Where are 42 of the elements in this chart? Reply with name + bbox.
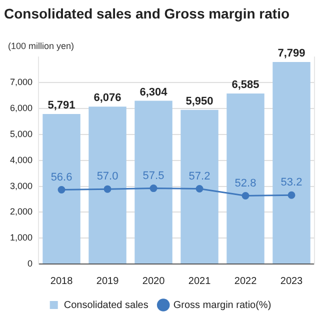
x-tick-label: 2019 xyxy=(96,276,120,287)
data-label: 52.8 xyxy=(234,177,256,190)
data-label: 5,791 xyxy=(48,100,76,112)
bar xyxy=(88,106,126,264)
point xyxy=(196,185,204,193)
bar xyxy=(226,93,264,264)
data-label: 7,799 xyxy=(278,48,306,60)
y-tick-label: 3,000 xyxy=(10,180,33,191)
y-tick-label: 2,000 xyxy=(10,206,33,217)
data-label: 6,585 xyxy=(232,78,260,91)
y-tick-label: 1,000 xyxy=(10,232,33,243)
x-tick-label: 2018 xyxy=(50,276,74,287)
x-tick-label: 2023 xyxy=(280,276,304,287)
point xyxy=(288,191,296,199)
bar xyxy=(180,110,218,264)
y-axis-title: (100 million yen) xyxy=(8,40,74,51)
y-tick-label: 0 xyxy=(28,258,33,268)
y-tick-label: 6,000 xyxy=(10,103,33,114)
point xyxy=(150,184,158,192)
point xyxy=(104,185,112,193)
x-tick-label: 2020 xyxy=(142,276,166,287)
point xyxy=(58,186,66,194)
x-tick-label: 2021 xyxy=(188,276,212,287)
point xyxy=(242,192,250,200)
data-label: 57.2 xyxy=(188,170,210,182)
data-label: 6,304 xyxy=(140,86,168,98)
x-tick-label: 2022 xyxy=(234,276,258,287)
y-tick-label: 4,000 xyxy=(10,154,33,165)
data-label: 5,950 xyxy=(186,95,214,108)
data-label: 6,076 xyxy=(94,92,122,104)
legend-label: Consolidated sales xyxy=(64,300,148,311)
bar xyxy=(272,62,310,264)
data-label: 57.5 xyxy=(142,170,164,182)
bar xyxy=(42,114,80,264)
data-label: 57.0 xyxy=(96,170,118,183)
chart-title: Consolidated sales and Gross margin ratio xyxy=(4,5,290,22)
data-label: 53.2 xyxy=(280,176,302,189)
y-tick-label: 5,000 xyxy=(10,128,33,139)
bar xyxy=(134,100,172,264)
legend-label: Gross margin ratio(%) xyxy=(173,300,272,311)
data-label: 56.6 xyxy=(50,171,72,184)
y-tick-label: 7,000 xyxy=(10,77,33,88)
